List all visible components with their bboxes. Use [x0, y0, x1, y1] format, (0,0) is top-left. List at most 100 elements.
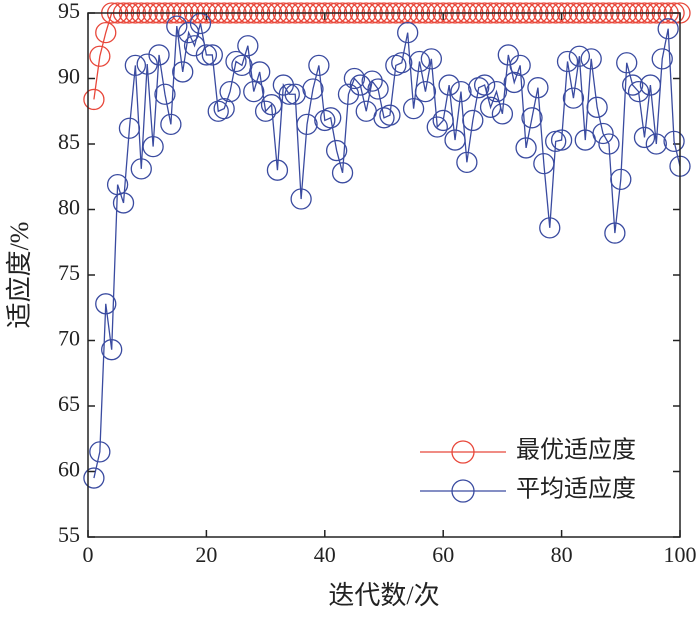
- series-marker: [290, 188, 312, 210]
- series-marker: [610, 168, 632, 191]
- series-marker: [183, 35, 206, 57]
- series-marker: [616, 52, 638, 74]
- y-tick-label: 70: [58, 326, 80, 351]
- series-marker: [148, 44, 170, 66]
- series-marker: [160, 113, 182, 135]
- series-marker: [89, 441, 111, 463]
- series-marker: [462, 109, 484, 132]
- series-marker: [177, 22, 200, 44]
- series-marker: [296, 113, 318, 135]
- series-marker: [101, 339, 123, 361]
- series-marker: [592, 122, 614, 145]
- series-marker: [509, 54, 531, 77]
- series-marker: [142, 135, 164, 158]
- plot-frame: [87, 12, 681, 538]
- series-marker: [503, 71, 525, 94]
- y-tick-label: 80: [58, 195, 80, 220]
- series-marker: [598, 133, 620, 155]
- legend-marker: [451, 440, 475, 464]
- y-tick-label: 55: [58, 522, 80, 547]
- x-tick-label: 80: [551, 542, 573, 567]
- y-axis-label: 适应度/%: [5, 222, 34, 329]
- series-marker: [260, 94, 283, 116]
- series-marker: [320, 107, 342, 129]
- series-marker: [408, 50, 431, 73]
- series-marker: [420, 48, 443, 70]
- series-marker: [124, 54, 147, 77]
- series-marker: [249, 61, 271, 83]
- series-marker: [521, 107, 543, 129]
- series-marker: [391, 52, 413, 74]
- series-marker: [402, 97, 425, 120]
- series-marker: [657, 18, 679, 40]
- series-marker: [426, 116, 448, 138]
- series-marker: [136, 53, 158, 75]
- series-marker: [89, 45, 111, 67]
- series-marker: [361, 70, 383, 92]
- series-marker: [308, 54, 330, 77]
- series-marker: [533, 152, 555, 175]
- series-marker: [95, 22, 117, 44]
- legend-label: 最优适应度: [516, 437, 636, 464]
- series-marker: [213, 97, 235, 120]
- series-marker: [166, 15, 188, 37]
- series-marker: [130, 158, 152, 180]
- series-marker: [302, 78, 324, 100]
- series-marker: [278, 83, 300, 105]
- series-marker: [473, 74, 496, 96]
- series-marker: [195, 44, 218, 66]
- series-marker: [331, 162, 354, 184]
- series-marker: [568, 45, 591, 67]
- series-marker: [349, 74, 371, 96]
- x-tick-label: 0: [83, 542, 94, 567]
- series-marker: [83, 467, 105, 489]
- series-marker: [95, 293, 117, 315]
- series-marker: [627, 80, 650, 103]
- series-marker: [539, 217, 561, 239]
- x-axis-label: 迭代数/次: [328, 581, 439, 610]
- series-marker: [83, 88, 105, 111]
- series-marker: [515, 137, 537, 159]
- y-tick-label: 95: [58, 0, 80, 23]
- series-marker: [604, 222, 626, 244]
- series-marker: [325, 139, 348, 162]
- series-marker: [284, 83, 306, 105]
- series-marker: [237, 35, 259, 57]
- series-marker: [219, 80, 241, 103]
- y-tick-label: 75: [58, 260, 80, 285]
- series-marker: [118, 117, 141, 139]
- series-marker: [266, 159, 289, 181]
- series-marker: [343, 67, 366, 90]
- series-marker: [432, 109, 454, 132]
- series-marker: [527, 77, 549, 99]
- series-marker: [645, 133, 667, 155]
- y-tick-label: 65: [58, 391, 80, 416]
- series-marker: [414, 80, 437, 103]
- x-tick-label: 20: [195, 542, 217, 567]
- y-tick-label: 85: [58, 129, 80, 154]
- series-marker: [456, 151, 478, 173]
- series-marker: [379, 104, 401, 126]
- series-marker: [112, 192, 135, 214]
- series-marker: [633, 126, 656, 149]
- series-marker: [154, 83, 176, 105]
- series-marker: [243, 80, 265, 103]
- series-marker: [651, 48, 673, 70]
- series-marker: [639, 74, 662, 96]
- series-marker: [201, 44, 223, 66]
- x-tick-label: 100: [664, 542, 697, 567]
- series-marker: [663, 130, 685, 153]
- series-marker: [621, 74, 644, 96]
- x-tick-label: 60: [432, 542, 454, 567]
- series-marker: [397, 22, 419, 44]
- series-marker: [556, 50, 579, 73]
- series-marker: [450, 80, 472, 103]
- series-marker: [444, 129, 466, 151]
- series-marker: [550, 129, 573, 151]
- legend-marker: [451, 479, 475, 503]
- series-marker: [438, 74, 460, 96]
- y-tick-label: 90: [58, 64, 80, 89]
- series-marker: [337, 83, 360, 105]
- series-line: [93, 23, 681, 479]
